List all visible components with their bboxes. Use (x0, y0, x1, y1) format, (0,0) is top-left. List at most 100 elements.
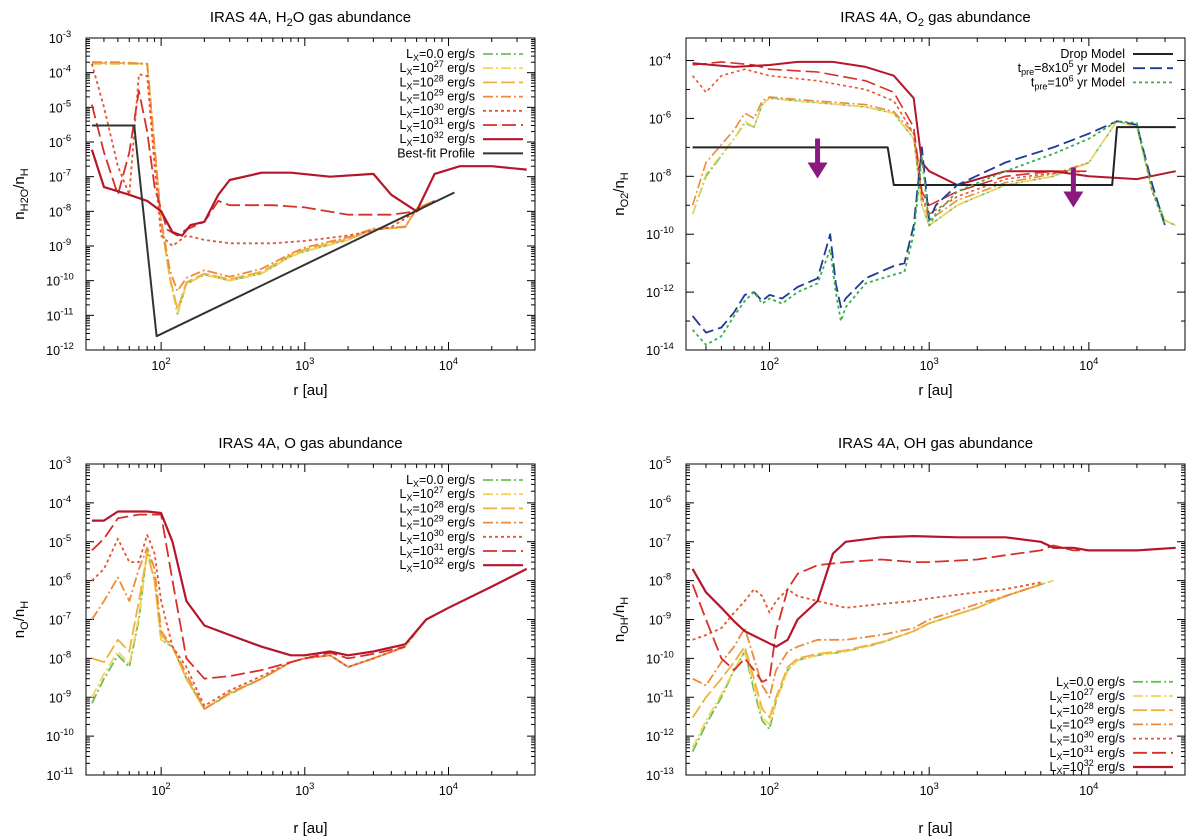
y-tick-label: 10-12 (646, 727, 674, 744)
legend-label: Drop Model (1060, 47, 1125, 61)
y-tick-label: 10-4 (649, 52, 671, 69)
plot-frame (685, 463, 1186, 776)
x-tick-label: 104 (439, 356, 458, 373)
y-tick-label: 10-10 (46, 727, 74, 744)
y-tick-label: 10-8 (649, 167, 671, 184)
legend-label: Best-fit Profile (397, 146, 475, 160)
y-tick-label: 10-14 (646, 341, 674, 358)
series-line (91, 546, 406, 710)
legend-label: LX=0.0 erg/s (1056, 675, 1125, 691)
series-group (691, 60, 1177, 346)
legend-label: LX=1029 erg/s (400, 514, 475, 532)
x-axis-label: r [au] (918, 820, 952, 837)
y-tick-label: 10-10 (646, 649, 674, 666)
y-tick-label: 10-7 (49, 611, 71, 628)
y-tick-label: 10-4 (49, 494, 71, 511)
panel-h2o: 102 103 104 10-12 10-11 10-10 10-9 10-8 10-7 10-6… (11, 9, 536, 399)
upper-limit-arrowhead (1063, 191, 1084, 208)
legend-label: LX=1031 erg/s (1050, 744, 1125, 762)
x-tick-label: 103 (295, 356, 314, 373)
y-tick-label: 10-3 (49, 455, 71, 472)
x-tick-label: 102 (760, 356, 779, 373)
x-tick-label: 102 (152, 356, 171, 373)
chart-title: IRAS 4A, O gas abundance (218, 435, 402, 452)
legend-label: tpre=8x105 yr Model (1018, 59, 1125, 77)
legend-label: LX=1028 erg/s (400, 499, 475, 517)
y-tick-label: 10-10 (646, 225, 674, 242)
legend-label: LX=1032 erg/s (400, 556, 475, 574)
series-line (692, 126, 1176, 186)
y-tick-label: 10-5 (49, 98, 71, 115)
y-tick-label: 10-7 (49, 168, 71, 185)
legend-label: LX=0.0 erg/s (406, 47, 475, 63)
x-tick-label: 103 (920, 781, 939, 798)
series-line (91, 510, 528, 657)
x-tick-label: 103 (920, 356, 939, 373)
series-line (91, 549, 528, 710)
y-axis-label: nH2O/nH (11, 168, 31, 219)
plot-frame (85, 37, 536, 351)
legend-label: LX=1027 erg/s (400, 59, 475, 77)
y-tick-label: 10-8 (49, 202, 71, 219)
series-group (90, 61, 527, 338)
panel-o: 102 103 104 10-11 10-10 10-9 10-8 10-7 10-6 10-5 1… (11, 435, 536, 837)
series-line (692, 583, 1042, 699)
legend-label: LX=1029 erg/s (1050, 715, 1125, 733)
plot-frame (85, 463, 536, 776)
y-tick-label: 10-7 (649, 533, 671, 550)
y-tick-label: 10-9 (649, 611, 671, 628)
y-axis-label: nO/nH (11, 601, 31, 638)
series-group (691, 535, 1176, 752)
series-line (91, 62, 435, 314)
y-axis-label: nO2/nH (611, 172, 631, 216)
y-tick-label: 10-4 (49, 64, 71, 81)
chart-title: IRAS 4A, OH gas abundance (838, 435, 1033, 452)
y-tick-label: 10-8 (649, 572, 671, 589)
legend-label: tpre=106 yr Model (1031, 73, 1125, 91)
panel-oh: 102 103 104 10-13 10-12 10-11 10-10 10-9 10-8 10-… (611, 435, 1186, 837)
y-tick-label: 10-11 (47, 306, 74, 323)
legend: LX=0.0 erg/sLX=1027 erg/sLX=1028 erg/sLX… (400, 473, 523, 574)
legend-label: LX=1030 erg/s (400, 102, 475, 120)
series-line (91, 534, 406, 707)
series-line (91, 124, 455, 338)
legend: LX=0.0 erg/sLX=1027 erg/sLX=1028 erg/sLX… (397, 47, 523, 160)
series-line (691, 583, 1042, 719)
y-tick-label: 10-5 (49, 533, 71, 550)
series-line (691, 97, 1177, 227)
series-line (91, 61, 435, 292)
legend-label: LX=1027 erg/s (400, 485, 475, 503)
series-line (691, 544, 1089, 683)
legend-label: LX=1031 erg/s (400, 116, 475, 134)
x-tick-label: 104 (1079, 356, 1098, 373)
legend-label: LX=1028 erg/s (1050, 701, 1125, 719)
series-line (691, 579, 1054, 752)
x-tick-label: 102 (760, 781, 779, 798)
legend-label: LX=1027 erg/s (1050, 687, 1125, 705)
legend-label: LX=1032 erg/s (400, 130, 475, 148)
series-line (691, 535, 1176, 648)
series-line (691, 97, 1177, 227)
legend-label: LX=1030 erg/s (400, 528, 475, 546)
legend-label: LX=1028 erg/s (400, 73, 475, 91)
x-tick-label: 103 (295, 781, 314, 798)
series-group (91, 510, 528, 710)
y-tick-label: 10-9 (49, 237, 71, 254)
legend-label: LX=1029 erg/s (400, 88, 475, 106)
y-tick-label: 10-6 (49, 572, 71, 589)
y-tick-label: 10-8 (49, 649, 71, 666)
upper-limit-arrowhead (807, 162, 828, 179)
x-axis-label: r [au] (293, 820, 327, 837)
y-tick-label: 10-11 (47, 766, 74, 783)
chart-title: IRAS 4A, O2 gas abundance (840, 9, 1030, 29)
y-tick-label: 10-6 (49, 133, 71, 150)
legend-label: LX=0.0 erg/s (406, 473, 475, 489)
series-line (691, 120, 1166, 334)
series-line (90, 149, 527, 237)
series-line (91, 62, 435, 315)
series-line (91, 63, 436, 247)
panel-o2: 102 103 104 10-14 10-12 10-10 10-8 10-6 10-4 IRAS… (611, 9, 1186, 399)
y-axis-label: nOH/nH (611, 597, 631, 642)
